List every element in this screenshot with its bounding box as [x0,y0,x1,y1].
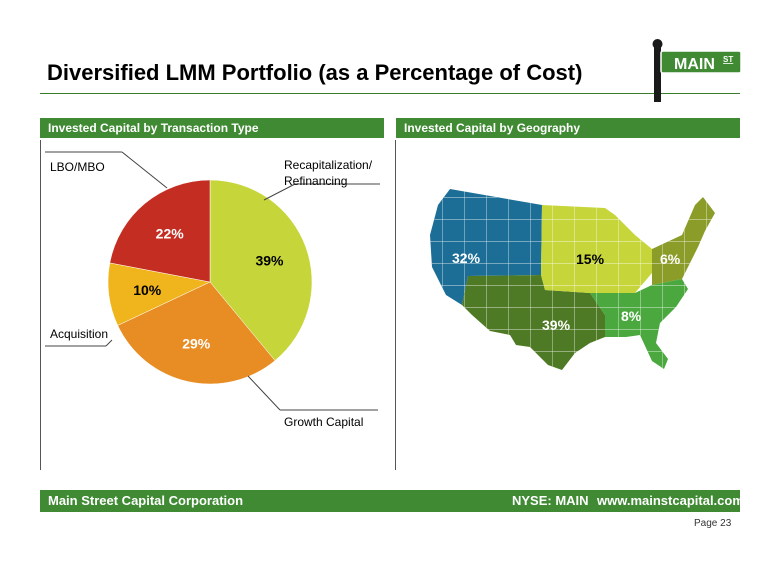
us-geography-map: 32% 15% 6% 39% 8% [430,189,715,370]
midwest-pct-label: 15% [576,251,605,267]
right-panel-border [395,140,396,470]
pie-slice-lbo-mbo-pct-label: 22% [156,225,185,241]
growth-callout-label: Growth Capital [284,415,364,429]
northeast-pct-label: 6% [660,251,681,267]
lbo-callout-label: LBO/MBO [50,160,105,174]
southeast-pct-label: 8% [621,308,642,324]
southwest-pct-label: 39% [542,317,571,333]
page-number: Page 23 [694,518,732,529]
pie-slice-acquisition-pct-label: 10% [133,282,162,298]
footer-bar: Main Street Capital Corporation NYSE: MA… [40,490,744,512]
company-name: Main Street Capital Corporation [48,493,244,508]
pie-slice-lbo-mbo [109,179,211,283]
transaction-type-pie-chart: 39% 29% 10% 22% [45,151,380,411]
ticker-symbol: NYSE: MAIN [512,493,589,508]
pie-slice-growth-capital-pct-label: 29% [182,336,211,352]
logo-superscript: ST [723,55,733,64]
page-title: Diversified LMM Portfolio (as a Percenta… [47,60,583,85]
geography-header: Invested Capital by Geography [396,118,740,138]
pie-slice-recapitalization-pct-label: 39% [255,253,284,269]
recap-callout-label: Recapitalization/Refinancing [284,158,373,188]
main-street-logo: MAIN ST [652,39,742,102]
acquisition-callout-label: Acquisition [50,327,109,341]
pie-slice-recapitalization [209,179,313,361]
title-divider [40,93,740,94]
pie-slice-growth-capital [117,281,276,385]
website-link[interactable]: www.mainstcapital.com [597,493,744,508]
west-pct-label: 32% [452,250,481,266]
logo-text: MAIN [674,56,715,73]
transaction-type-header: Invested Capital by Transaction Type [40,118,384,138]
left-panel-border [40,140,41,470]
